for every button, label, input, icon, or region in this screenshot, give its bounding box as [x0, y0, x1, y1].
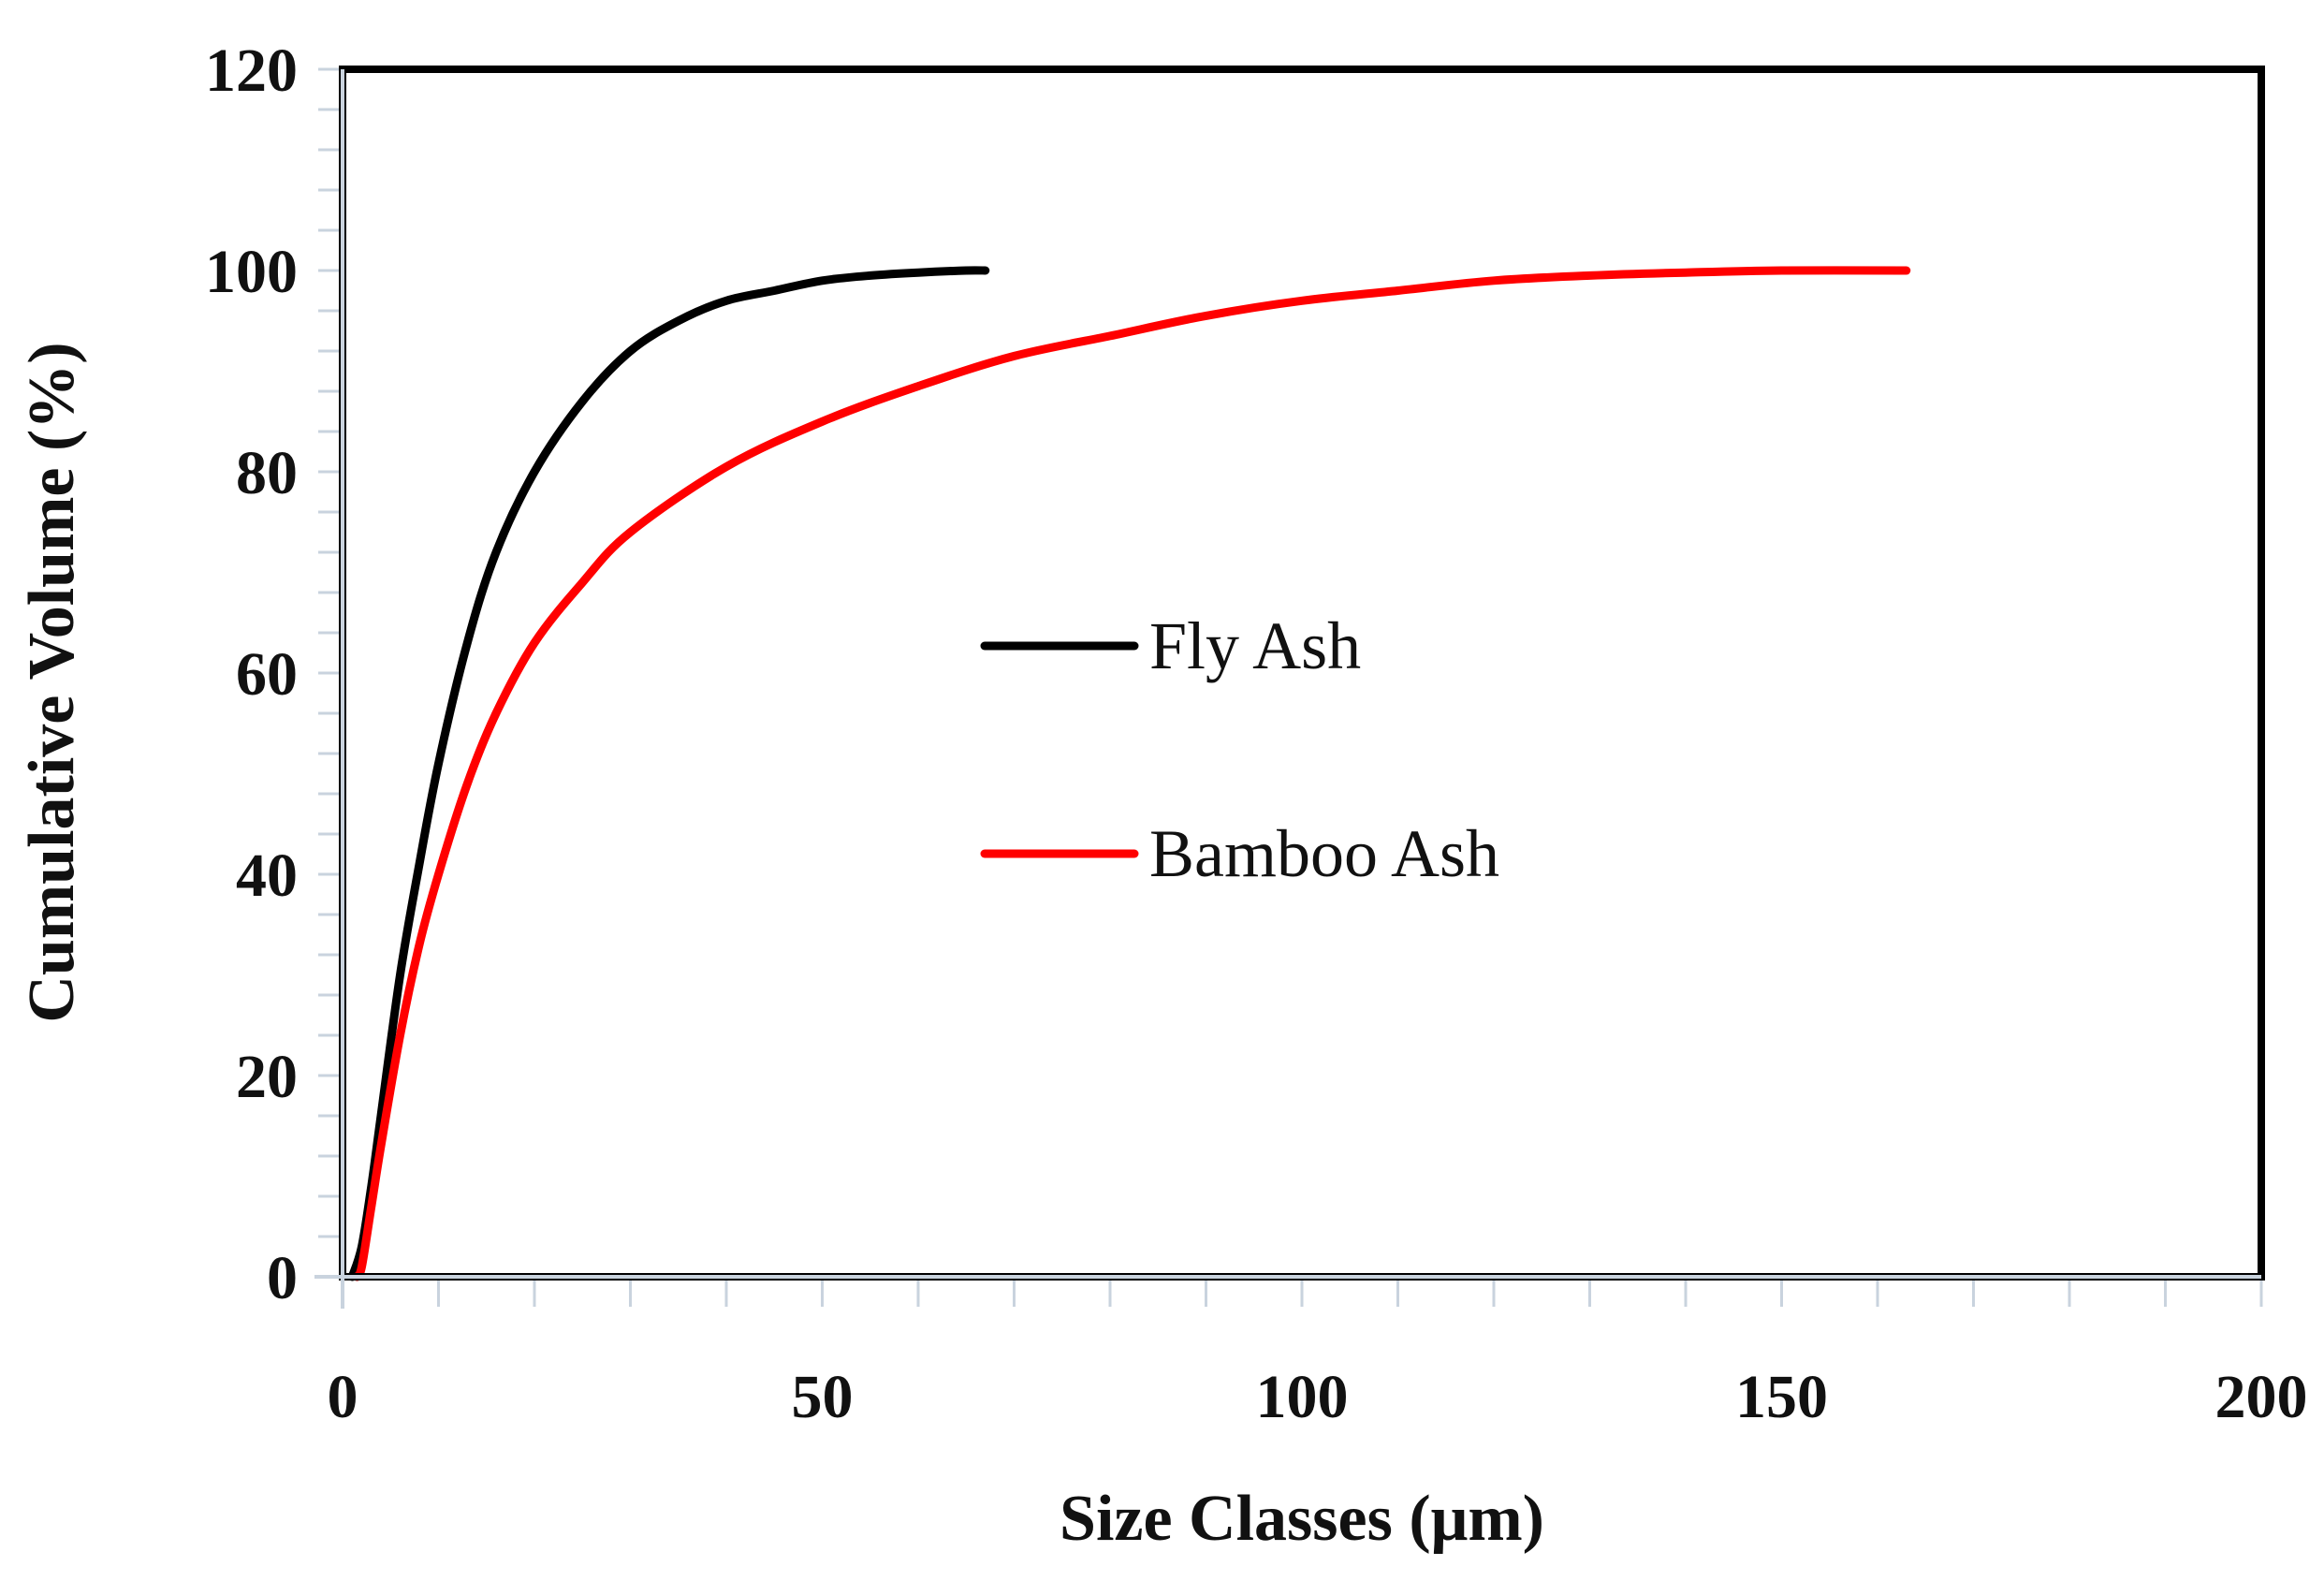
y-tick-label: 120 — [205, 37, 298, 105]
x-tick-label: 150 — [1735, 1363, 1828, 1431]
y-axis-title: Cumulative Volume (%) — [16, 342, 88, 1022]
x-tick-label: 100 — [1256, 1363, 1349, 1431]
series-layer — [347, 266, 1911, 1281]
legend: Fly Ash Bamboo Ash — [980, 608, 1499, 891]
legend-label-fly-ash: Fly Ash — [1149, 608, 1361, 683]
legend-label-bamboo-ash: Bamboo Ash — [1149, 816, 1499, 891]
tick-labels: 0 20 40 60 80 100 120 0 50 100 150 200 — [205, 37, 2308, 1431]
y-tick-label: 20 — [236, 1043, 298, 1111]
series-line-bamboo-ash — [352, 266, 1911, 1281]
series-line-fly-ash — [347, 266, 990, 1281]
y-tick-label: 100 — [205, 238, 298, 306]
y-tick-label: 40 — [236, 842, 298, 910]
x-tick-label: 50 — [792, 1363, 854, 1431]
minor-ticks — [318, 67, 2263, 1307]
y-tick-label: 0 — [267, 1244, 298, 1312]
x-axis-title: Size Classes (μm) — [1060, 1483, 1544, 1555]
x-tick-label: 0 — [328, 1363, 358, 1431]
x-tick-label: 200 — [2215, 1363, 2308, 1431]
y-tick-label: 60 — [236, 640, 298, 709]
y-tick-label: 80 — [236, 439, 298, 507]
